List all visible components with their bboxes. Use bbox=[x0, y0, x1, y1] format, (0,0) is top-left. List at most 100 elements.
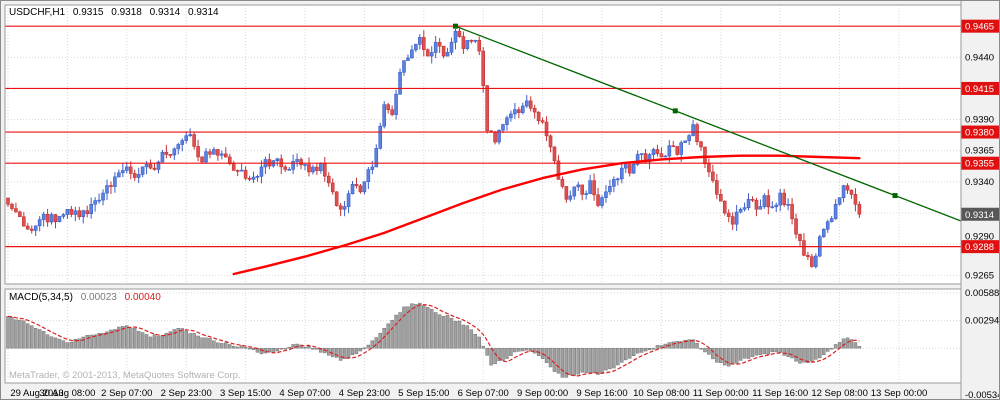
candle-body bbox=[188, 134, 192, 137]
descending-trendline[interactable] bbox=[455, 25, 962, 222]
candle-body bbox=[584, 193, 588, 195]
macd-axis-label: 0.00294 bbox=[965, 316, 999, 327]
symbol-period-label: USDCHF,H1 bbox=[9, 7, 66, 18]
candle-body bbox=[722, 200, 727, 214]
candle-body bbox=[631, 164, 636, 174]
macd-bar bbox=[505, 347, 509, 359]
trendline-handle[interactable] bbox=[452, 23, 458, 29]
price-axis[interactable] bbox=[961, 1, 1000, 400]
candle-body bbox=[319, 162, 323, 171]
candle-body bbox=[164, 151, 169, 155]
candle-body bbox=[73, 210, 78, 215]
candle-body bbox=[366, 169, 371, 182]
candle-body bbox=[121, 170, 125, 174]
candle-body bbox=[675, 146, 680, 155]
macd-bar bbox=[560, 347, 565, 378]
macd-bar bbox=[770, 347, 775, 353]
candle-body bbox=[501, 124, 505, 131]
time-axis-label: 5 Sep 15:00 bbox=[398, 388, 449, 399]
candle-body bbox=[778, 192, 783, 206]
horizontal-line-objects[interactable] bbox=[5, 25, 961, 248]
macd-bar bbox=[406, 306, 410, 349]
candle-body bbox=[627, 164, 632, 174]
macd-bar bbox=[196, 335, 200, 349]
candle-body bbox=[679, 142, 684, 155]
macd-bar bbox=[18, 319, 22, 349]
close-value: 0.9314 bbox=[188, 7, 219, 18]
candle-body bbox=[125, 166, 129, 171]
macd-bar bbox=[588, 347, 592, 374]
candle-body bbox=[41, 213, 46, 220]
price-line-tag bbox=[961, 81, 999, 95]
candle-body bbox=[540, 120, 545, 123]
candle-body bbox=[687, 135, 691, 142]
candle-body bbox=[544, 121, 549, 137]
candle-body bbox=[330, 182, 335, 193]
trendline-handle[interactable] bbox=[892, 193, 898, 199]
macd-bar bbox=[647, 347, 652, 350]
candle-body bbox=[358, 185, 363, 193]
candle-body bbox=[402, 60, 406, 73]
candle-body bbox=[354, 184, 359, 187]
macd-bar bbox=[525, 347, 529, 351]
candle-body bbox=[453, 30, 458, 43]
macd-bar bbox=[762, 347, 767, 355]
macd-bar bbox=[101, 332, 105, 349]
macd-bar bbox=[616, 347, 620, 366]
candle-body bbox=[457, 30, 462, 37]
macd-histogram[interactable] bbox=[6, 302, 862, 378]
macd-plot[interactable] bbox=[5, 289, 961, 383]
candle-body bbox=[295, 159, 299, 162]
candle-body bbox=[299, 159, 303, 166]
macd-bar bbox=[655, 345, 660, 349]
moving-average-line[interactable] bbox=[232, 154, 861, 276]
time-axis-label: 11 Sep 16:00 bbox=[752, 388, 808, 399]
candle-body bbox=[845, 185, 850, 191]
macd-bar bbox=[275, 347, 280, 352]
candle-body bbox=[734, 211, 739, 225]
macd-bar bbox=[33, 328, 38, 349]
macd-bar bbox=[742, 347, 747, 359]
macd-bar bbox=[719, 347, 723, 363]
macd-bar bbox=[802, 347, 806, 363]
macd-bar bbox=[109, 329, 113, 349]
candle-body bbox=[857, 203, 862, 215]
time-axis-label: 30 Aug 08:00 bbox=[39, 388, 95, 399]
macd-bar bbox=[651, 347, 656, 350]
macd-signal-line[interactable] bbox=[7, 304, 860, 377]
time-axis-label: 2 Sep 23:00 bbox=[161, 388, 212, 399]
candle-body bbox=[33, 225, 38, 231]
trendline-handle[interactable] bbox=[672, 108, 678, 114]
macd-bar bbox=[822, 347, 826, 356]
macd-bar bbox=[148, 336, 153, 349]
macd-bar bbox=[580, 347, 584, 373]
price-line-tag-label: 0.9355 bbox=[965, 159, 994, 170]
candle-body bbox=[651, 149, 656, 155]
price-line-tag-label: 0.9415 bbox=[965, 84, 994, 95]
candle-body bbox=[251, 176, 256, 180]
candle-body bbox=[437, 42, 442, 47]
candle-body bbox=[287, 169, 291, 171]
candle-body bbox=[449, 42, 454, 53]
candle-body bbox=[204, 151, 208, 163]
time-axis[interactable] bbox=[1, 383, 961, 400]
macd-bar bbox=[707, 347, 711, 355]
candle-body bbox=[29, 228, 34, 231]
candle-body bbox=[410, 49, 414, 59]
macd-bar bbox=[604, 347, 608, 371]
macd-bar bbox=[485, 347, 489, 356]
macd-bar bbox=[346, 347, 351, 358]
macd-bar bbox=[77, 338, 82, 349]
macd-bar bbox=[97, 333, 101, 349]
macd-bar bbox=[469, 329, 474, 349]
candle-body bbox=[307, 164, 311, 173]
candle-body bbox=[774, 204, 779, 208]
macd-bar bbox=[200, 337, 204, 349]
price-line-tag bbox=[961, 156, 999, 170]
macd-bar bbox=[22, 320, 26, 349]
candle-body bbox=[718, 194, 723, 202]
price-axis-label: 0.9265 bbox=[965, 270, 994, 281]
macd-bar bbox=[283, 347, 287, 350]
